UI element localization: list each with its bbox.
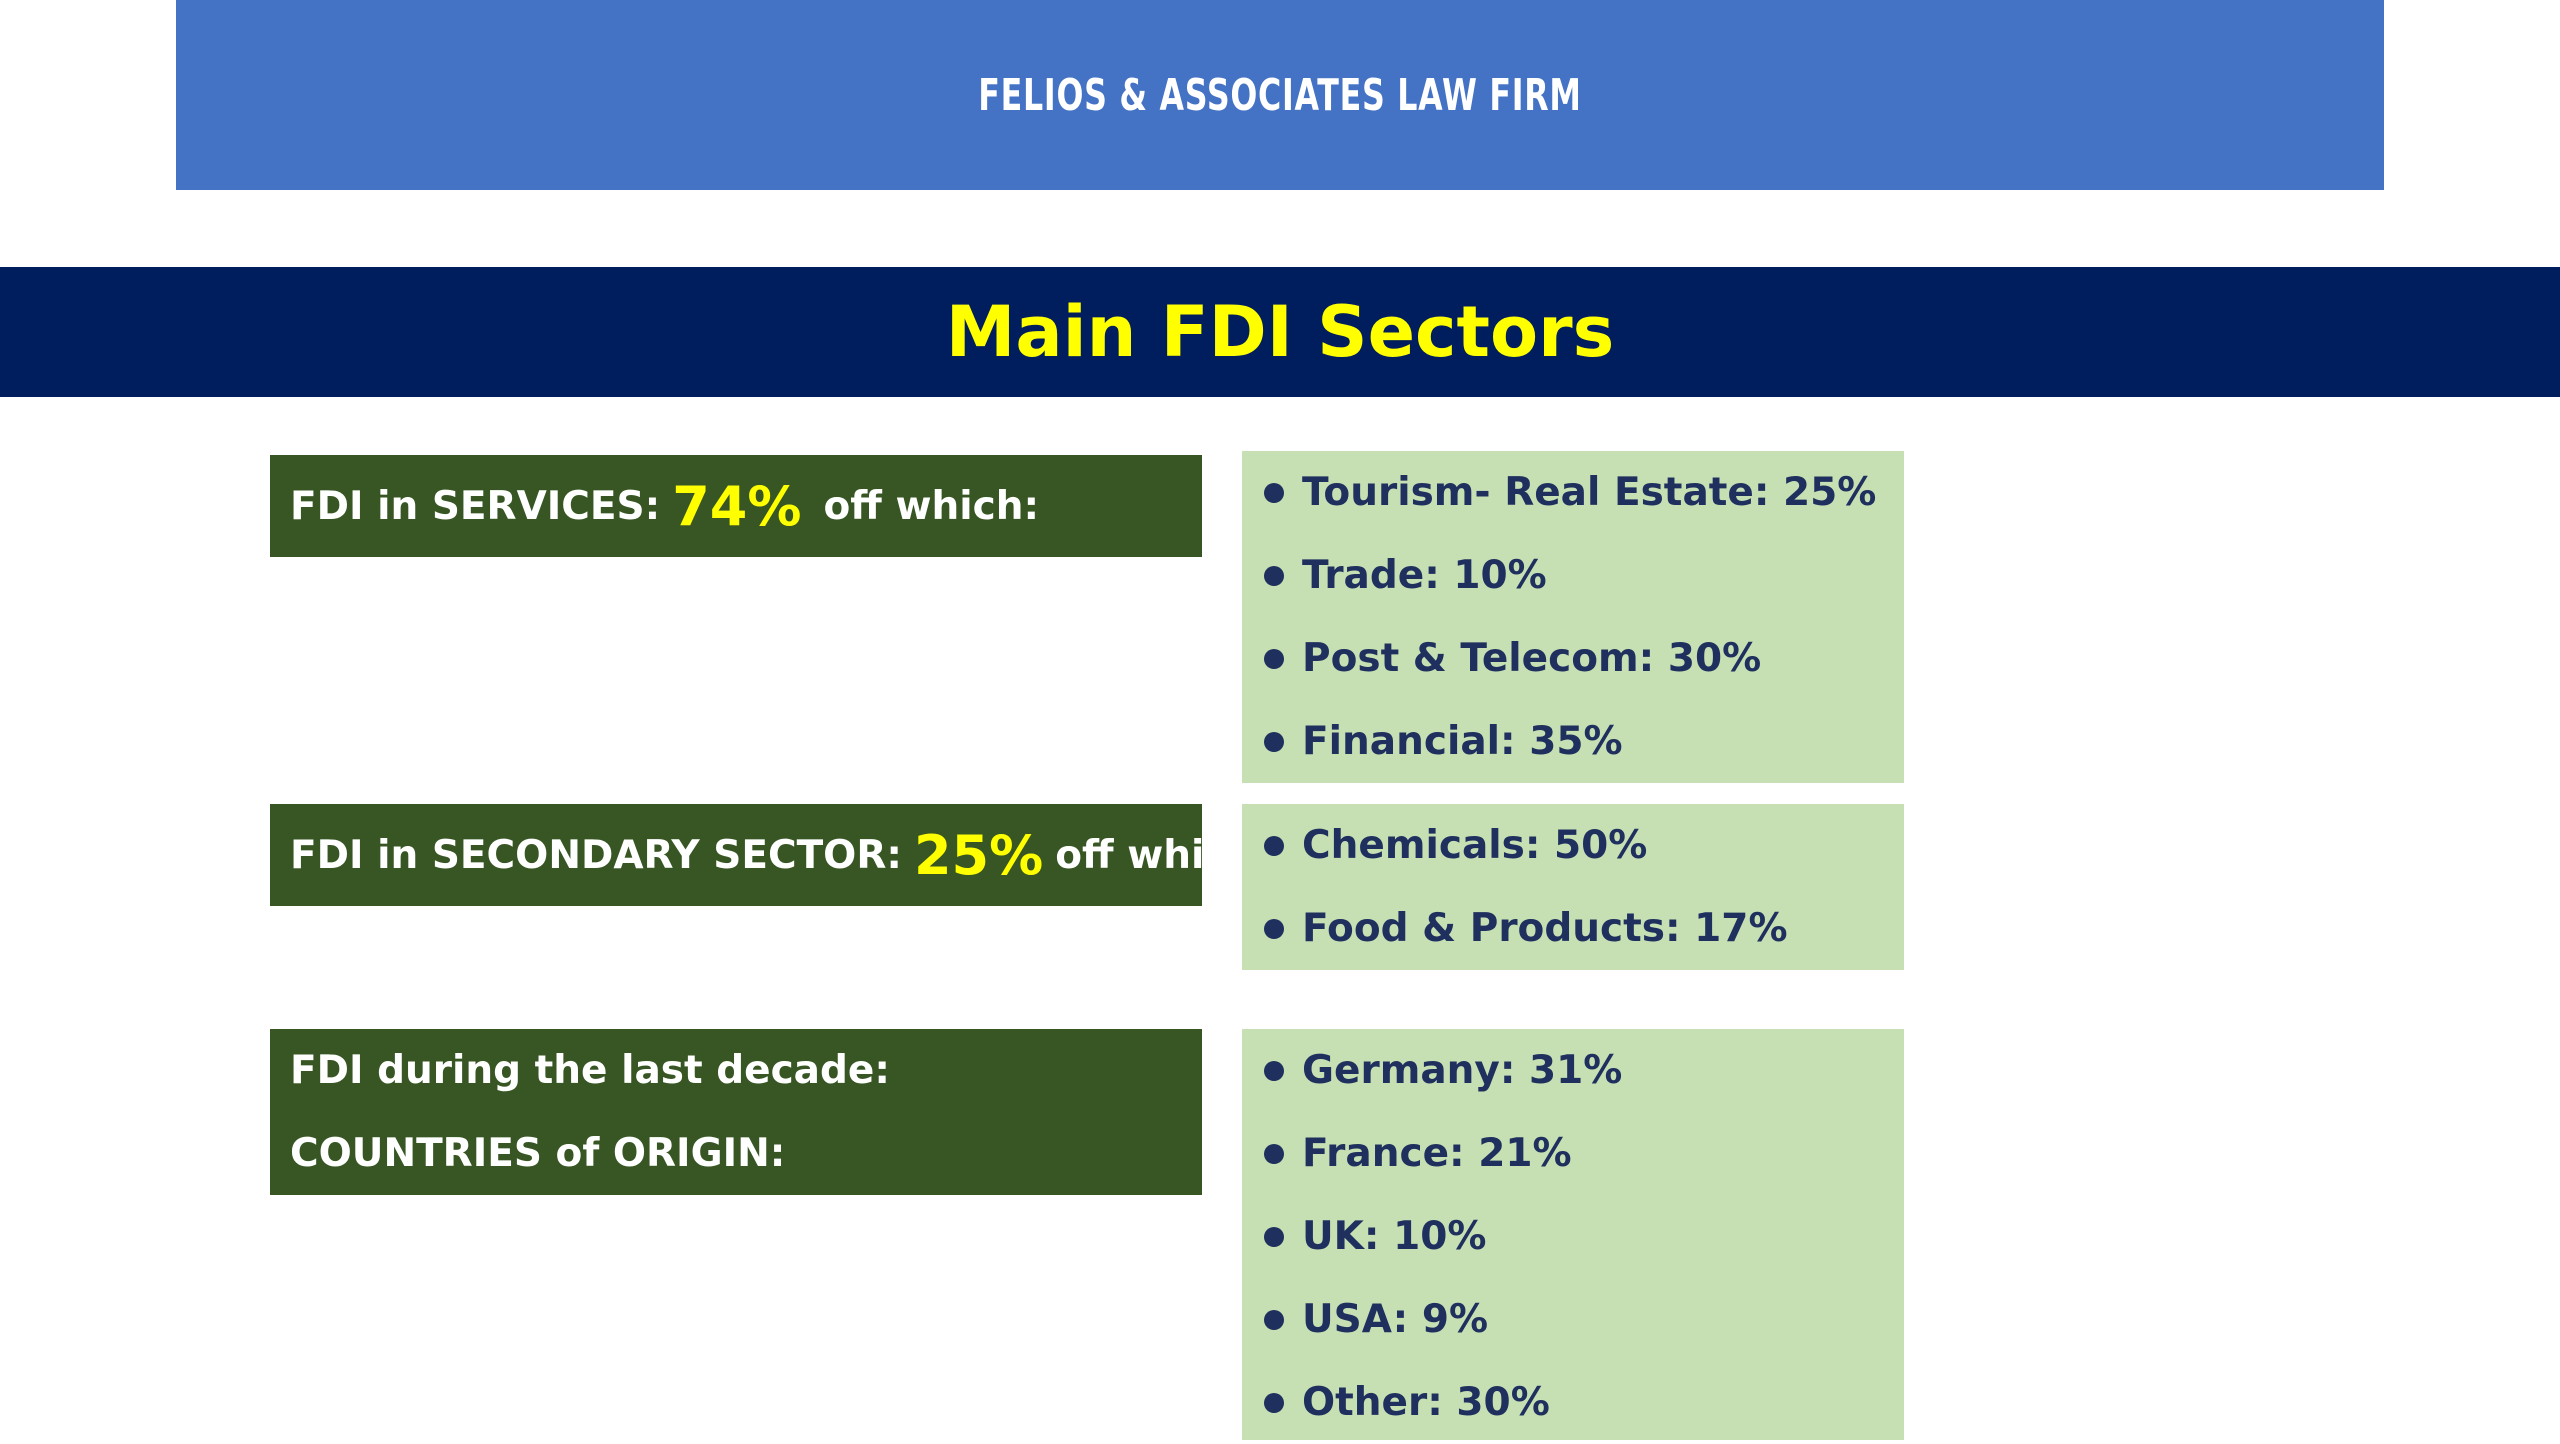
bullet-icon bbox=[1264, 918, 1284, 939]
list-item-text: USA: 9% bbox=[1302, 1297, 1489, 1342]
list-item-text: Chemicals: 50% bbox=[1302, 823, 1648, 868]
list-item: France: 21% bbox=[1264, 1112, 1904, 1195]
list-item: Germany: 31% bbox=[1264, 1029, 1904, 1112]
title-bar: Main FDI Sectors bbox=[0, 267, 2560, 397]
list-item: Trade: 10% bbox=[1264, 534, 1904, 617]
list-item-text: Post & Telecom: 30% bbox=[1302, 636, 1762, 681]
list-item: Financial: 35% bbox=[1264, 700, 1904, 783]
services-label: FDI in SERVICES: 74% off which: bbox=[270, 455, 1202, 557]
list-item-text: Trade: 10% bbox=[1302, 553, 1547, 598]
list-item-text: UK: 10% bbox=[1302, 1214, 1487, 1259]
services-list: Tourism- Real Estate: 25% Trade: 10% Pos… bbox=[1242, 451, 1904, 783]
secondary-percent: 25% bbox=[913, 823, 1044, 887]
origin-label: FDI during the last decade: COUNTRIES of… bbox=[270, 1029, 1202, 1195]
firm-name: FELIOS & ASSOCIATES LAW FIRM bbox=[978, 69, 1582, 121]
list-item-text: Tourism- Real Estate: 25% bbox=[1302, 470, 1877, 515]
list-item-text: Other: 30% bbox=[1302, 1380, 1550, 1425]
origin-label-line1: FDI during the last decade: bbox=[290, 1048, 890, 1093]
list-item: Food & Products: 17% bbox=[1264, 887, 1904, 970]
origin-list: Germany: 31% France: 21% UK: 10% USA: 9%… bbox=[1242, 1029, 1904, 1440]
bullet-icon bbox=[1264, 648, 1284, 669]
list-item: USA: 9% bbox=[1264, 1278, 1904, 1361]
bullet-icon bbox=[1264, 565, 1284, 586]
services-label-prefix: FDI in SERVICES: bbox=[290, 483, 661, 529]
services-percent: 74% bbox=[672, 474, 802, 538]
list-item: UK: 10% bbox=[1264, 1195, 1904, 1278]
bullet-icon bbox=[1264, 1226, 1284, 1247]
bullet-icon bbox=[1264, 731, 1284, 752]
list-item: Other: 30% bbox=[1264, 1361, 1904, 1444]
slide-title: Main FDI Sectors bbox=[945, 291, 1615, 373]
list-item: Chemicals: 50% bbox=[1264, 804, 1904, 887]
firm-banner: FELIOS & ASSOCIATES LAW FIRM bbox=[176, 0, 2384, 190]
list-item-text: France: 21% bbox=[1302, 1131, 1572, 1176]
origin-label-line2: COUNTRIES of ORIGIN: bbox=[290, 1131, 786, 1176]
bullet-icon bbox=[1264, 1309, 1284, 1330]
secondary-label-prefix: FDI in SECONDARY SECTOR: bbox=[290, 832, 902, 878]
bullet-icon bbox=[1264, 482, 1284, 503]
list-item-text: Germany: 31% bbox=[1302, 1048, 1623, 1093]
bullet-icon bbox=[1264, 1143, 1284, 1164]
list-item: Tourism- Real Estate: 25% bbox=[1264, 451, 1904, 534]
secondary-label-suffix: off which: bbox=[1055, 832, 1271, 878]
services-label-suffix: off which: bbox=[823, 483, 1040, 529]
bullet-icon bbox=[1264, 835, 1284, 856]
bullet-icon bbox=[1264, 1060, 1284, 1081]
secondary-list: Chemicals: 50% Food & Products: 17% bbox=[1242, 804, 1904, 970]
list-item-text: Food & Products: 17% bbox=[1302, 906, 1788, 951]
list-item-text: Financial: 35% bbox=[1302, 719, 1623, 764]
secondary-label: FDI in SECONDARY SECTOR: 25% off which: bbox=[270, 804, 1271, 906]
list-item: Post & Telecom: 30% bbox=[1264, 617, 1904, 700]
bullet-icon bbox=[1264, 1392, 1284, 1413]
